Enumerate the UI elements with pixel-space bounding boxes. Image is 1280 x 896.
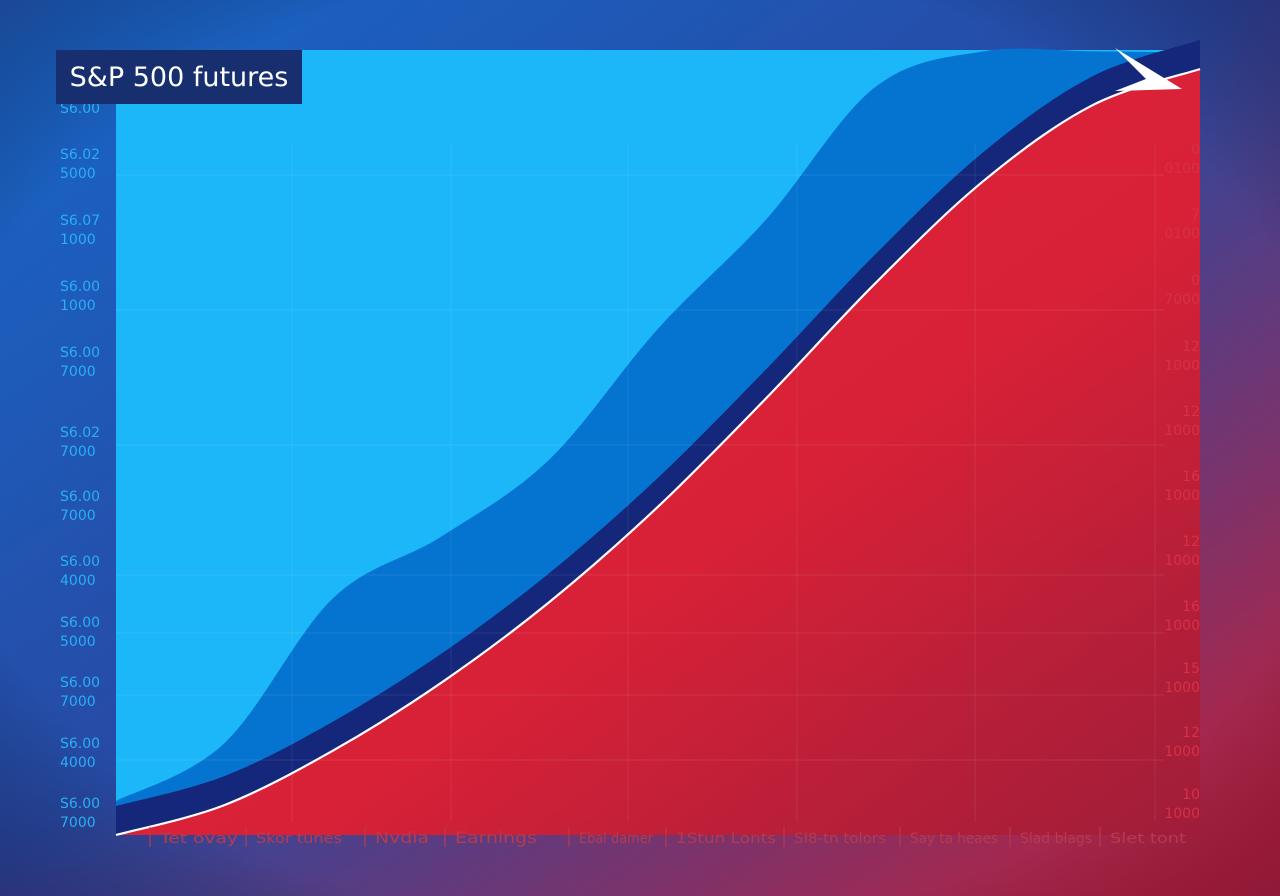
right-axis-tick-label: 1000	[1164, 744, 1200, 760]
bottom-axis-tick-label: Skor tunes	[256, 831, 342, 847]
left-axis-tick-label: S6.00	[60, 554, 100, 570]
right-axis-tick-label: 0	[1191, 142, 1200, 158]
left-axis-tick-label: 7000	[60, 444, 96, 460]
right-axis-tick-11: 10 1000	[1164, 787, 1200, 822]
bottom-axis-tick-label: Tet ovay	[159, 831, 238, 847]
left-axis-tick-label: 7000	[60, 694, 96, 710]
right-axis-tick-10: 12 1000	[1164, 725, 1200, 760]
left-axis-tick-11: S6.00 4000	[60, 736, 100, 771]
left-axis-tick-7: S6.00 7000	[60, 489, 100, 524]
left-axis-tick-2: S6.02 5000	[60, 147, 100, 182]
left-axis-tick-label: 5000	[60, 634, 96, 650]
series-red-area	[116, 69, 1200, 835]
right-axis-ticks: 0010070100070001210001210001610001210001…	[1164, 142, 1200, 822]
right-axis-tick-5: 12 1000	[1164, 404, 1200, 439]
right-axis-tick-3: 0 7000	[1164, 273, 1200, 308]
right-axis-tick-label: 0100	[1164, 161, 1200, 177]
right-axis-tick-9: 15 1000	[1164, 661, 1200, 696]
right-axis-tick-label: 1000	[1164, 680, 1200, 696]
grid-layer	[116, 143, 1164, 822]
right-axis-tick-4: 12 1000	[1164, 339, 1200, 374]
left-axis-tick-label: S6.00	[60, 615, 100, 631]
right-axis-tick-label: 1000	[1164, 618, 1200, 634]
bottom-axis-ticks: Tet ovay Skor tunes Nvdia Earnings Ebal dame…	[149, 827, 1187, 847]
left-axis-tick-label: S6.00	[60, 675, 100, 691]
right-axis-tick-6: 16 1000	[1164, 469, 1200, 504]
left-axis-tick-label: 7000	[60, 364, 96, 380]
bottom-axis-tick-label: Nvdia	[375, 828, 429, 847]
left-axis-tick-6: S6.02 7000	[60, 425, 100, 460]
left-axis-tick-label: S6.00	[60, 736, 100, 752]
left-axis-tick-5: S6.00 7000	[60, 345, 100, 380]
left-axis-tick-4: S6.00 1000	[60, 279, 100, 314]
left-axis-tick-label: 4000	[60, 755, 96, 771]
bottom-axis-tick-label: SI8-tn tolors	[794, 831, 886, 847]
left-axis-tick-label: S6.00	[60, 279, 100, 295]
left-axis-tick-3: S6.07 1000	[60, 213, 100, 248]
left-axis-tick-label: S6.02	[60, 147, 100, 163]
plot-layer	[115, 40, 1201, 837]
right-axis-tick-2: 7 0100	[1164, 207, 1200, 242]
right-axis-tick-label: 1000	[1164, 358, 1200, 374]
right-axis-tick-label: 15	[1182, 661, 1200, 677]
bottom-axis-tick-label: Say ta heaes	[910, 831, 998, 847]
left-axis-tick-1: S6.00	[60, 101, 100, 117]
left-axis-tick-label: 5000	[60, 166, 96, 182]
bottom-axis-tick-label: Slet tont	[1110, 831, 1187, 847]
right-axis-tick-1: 0 0100	[1164, 142, 1200, 177]
right-axis-tick-label: 7	[1191, 207, 1200, 223]
right-axis-tick-label: 16	[1182, 599, 1200, 615]
right-axis-tick-label: 0	[1191, 273, 1200, 289]
left-axis-tick-8: S6.00 4000	[60, 554, 100, 589]
left-axis-tick-label: S6.00	[60, 345, 100, 361]
right-axis-tick-label: 12	[1182, 339, 1200, 355]
right-axis-tick-label: 12	[1182, 725, 1200, 741]
left-axis-tick-9: S6.00 5000	[60, 615, 100, 650]
left-axis-tick-12: S6.00 7000	[60, 796, 100, 831]
right-axis-tick-label: 12	[1182, 534, 1200, 550]
right-axis-tick-label: 1000	[1164, 488, 1200, 504]
bottom-axis-tick-label: Earnings	[455, 828, 537, 847]
bottom-axis-tick-label: Ebal damer	[579, 831, 653, 847]
arrow-head-icon	[1115, 48, 1182, 91]
right-axis-tick-label: 1000	[1164, 553, 1200, 569]
right-axis-tick-label: 1000	[1164, 806, 1200, 822]
left-axis-tick-label: 7000	[60, 815, 96, 831]
left-axis-tick-label: S6.00	[60, 489, 100, 505]
right-axis-tick-label: 10	[1182, 787, 1200, 803]
right-axis-tick-label: 16	[1182, 469, 1200, 485]
left-axis-tick-label: S6.00	[60, 101, 100, 117]
right-axis-tick-label: 7000	[1164, 292, 1200, 308]
bottom-axis-tick-label: 1Stun Lonts	[676, 831, 776, 847]
left-axis-ticks: S6.00 S6.02 5000 S6.07 1000 S6.00 1000 S6.00 700…	[60, 101, 100, 831]
left-axis-tick-label: 4000	[60, 573, 96, 589]
right-axis-tick-7: 12 1000	[1164, 534, 1200, 569]
left-axis-tick-10: S6.00 7000	[60, 675, 100, 710]
right-axis-tick-label: 0100	[1164, 226, 1200, 242]
left-axis-tick-label: 1000	[60, 232, 96, 248]
left-axis-tick-label: S6.00	[60, 796, 100, 812]
right-axis-tick-8: 16 1000	[1164, 599, 1200, 634]
right-axis-tick-label: 12	[1182, 404, 1200, 420]
bottom-axis-tick-label: Slad blags	[1020, 831, 1092, 847]
left-axis-tick-label: S6.07	[60, 213, 100, 229]
left-axis-tick-label: S6.02	[60, 425, 100, 441]
left-axis-tick-label: 7000	[60, 508, 96, 524]
right-axis-tick-label: 1000	[1164, 423, 1200, 439]
left-axis-tick-label: 1000	[60, 298, 96, 314]
chart-title: S&P 500 futures	[56, 50, 302, 104]
series-lower-line	[115, 67, 1201, 837]
